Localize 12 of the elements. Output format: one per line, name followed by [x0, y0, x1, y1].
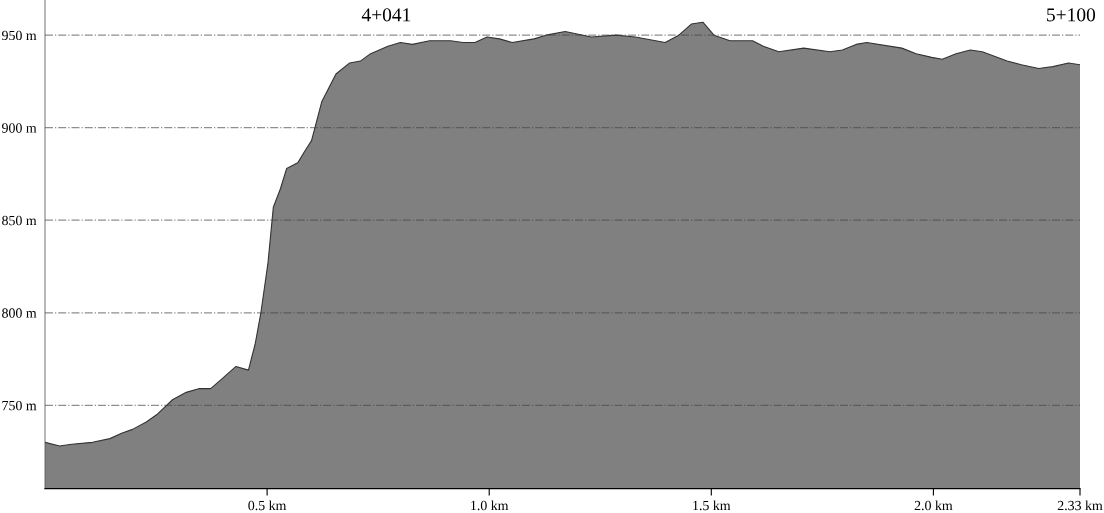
x-tick-label: 0.5 km [248, 500, 287, 511]
x-tick-label: 2.33 km [1057, 500, 1103, 511]
y-tick-label: 950 m [2, 30, 37, 41]
annotation: 4+041 [361, 8, 411, 22]
annotation: 5+100 [1047, 8, 1096, 22]
y-tick-label: 800 m [2, 308, 37, 318]
x-tick-label: 1.5 km [693, 500, 731, 511]
y-tick-label: 900 m [2, 123, 37, 133]
x-tick-label: 2.0 km [914, 500, 953, 511]
y-tick-label: 850 m [2, 215, 37, 226]
y-tick-label: 750 m [2, 400, 37, 411]
x-tick-label: 1.0 km [471, 500, 509, 511]
